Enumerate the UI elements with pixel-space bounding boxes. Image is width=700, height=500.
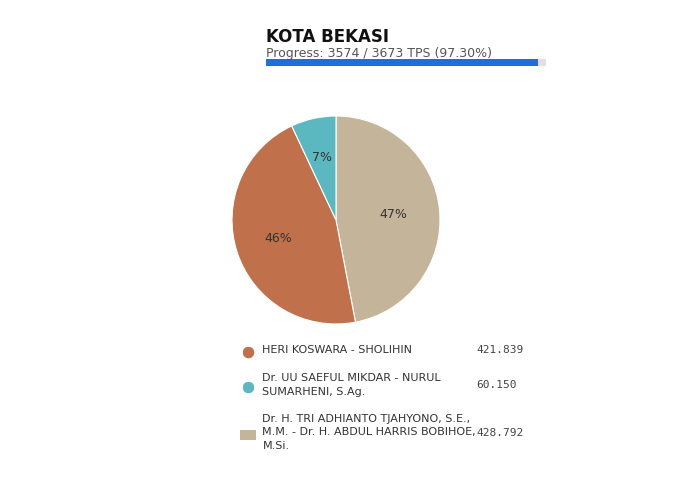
Circle shape xyxy=(244,348,253,358)
Circle shape xyxy=(244,382,253,392)
Wedge shape xyxy=(232,126,356,324)
Text: Dr. UU SAEFUL MIKDAR - NURUL
SUMARHENI, S.Ag.: Dr. UU SAEFUL MIKDAR - NURUL SUMARHENI, … xyxy=(262,374,441,396)
Text: KOTA BEKASI: KOTA BEKASI xyxy=(266,28,389,46)
Text: 46%: 46% xyxy=(265,232,293,245)
Text: 7%: 7% xyxy=(312,150,332,164)
Text: 47%: 47% xyxy=(379,208,407,221)
Wedge shape xyxy=(292,116,336,220)
Text: HERI KOSWARA - SHOLIHIN: HERI KOSWARA - SHOLIHIN xyxy=(262,345,412,355)
Text: 428.792: 428.792 xyxy=(476,428,524,438)
Text: Progress: 3574 / 3673 TPS (97.30%): Progress: 3574 / 3673 TPS (97.30%) xyxy=(266,48,492,60)
Text: 421.839: 421.839 xyxy=(476,345,524,355)
Wedge shape xyxy=(336,116,440,322)
Text: Dr. H. TRI ADHIANTO TJAHYONO, S.E.,
M.M. - Dr. H. ABDUL HARRIS BOBIHOE,
M.Si.: Dr. H. TRI ADHIANTO TJAHYONO, S.E., M.M.… xyxy=(262,414,476,450)
Text: 60.150: 60.150 xyxy=(476,380,517,390)
